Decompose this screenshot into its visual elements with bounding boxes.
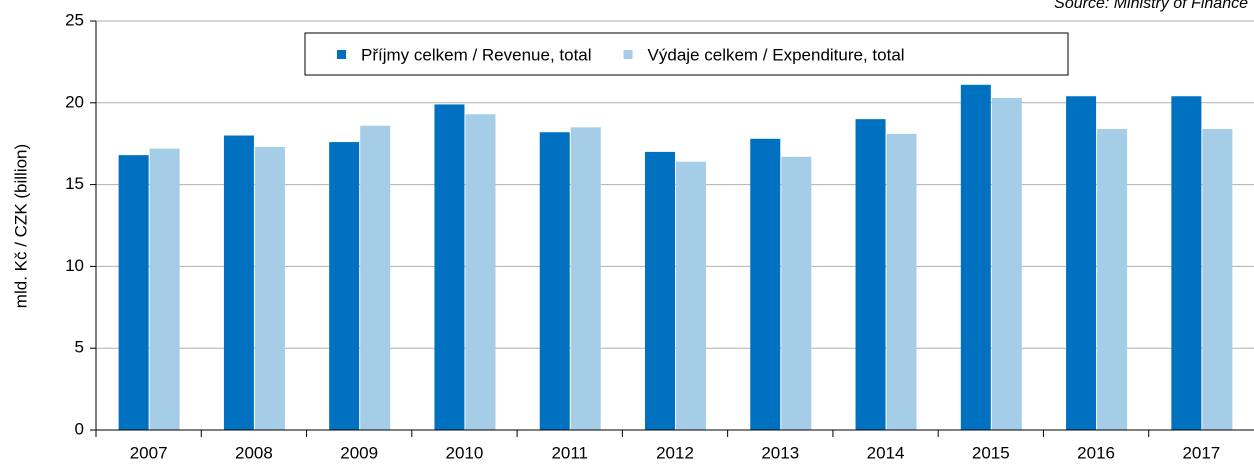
x-tick-label: 2011 [551,443,588,462]
legend-marker [623,50,633,59]
x-tick-label: 2017 [1182,443,1220,462]
x-tick-label: 2013 [761,443,799,462]
x-tick-label: 2008 [235,443,273,462]
legend-box [304,32,1069,76]
bar [465,114,496,430]
y-tick-label: 10 [65,256,84,275]
bar [1097,128,1128,430]
source: Source: Ministry of Finance [1054,0,1248,12]
bar [1202,128,1233,430]
bar [149,148,180,430]
bar [1171,96,1202,431]
bar [1066,96,1097,431]
bar [781,156,812,430]
x-tick-label: 2014 [867,443,905,462]
bar [855,119,886,430]
y-tick-label: 15 [65,174,84,193]
bar [645,151,675,430]
x-tick-label: 2015 [972,443,1010,462]
y-tick-label: 25 [65,10,84,29]
bar [118,155,149,431]
legend-label: Příjmy celkem / Revenue, total [361,45,592,64]
bar [960,84,991,430]
legend-marker [337,50,346,59]
y-axis-label: mld. Kč / CZK (billion) [11,144,30,308]
bar [254,146,285,431]
bar [570,127,601,430]
y-tick-label: 5 [75,338,84,357]
bar [539,132,570,431]
x-tick-label: 2010 [446,443,484,462]
x-tick-label: 2012 [656,443,694,462]
bar [886,133,917,430]
x-tick-label: 2016 [1077,443,1115,462]
bar [329,142,360,430]
bar [750,138,781,431]
bar [434,104,465,430]
bar [360,125,391,430]
legend-label: Výdaje celkem / Expenditure, total [648,45,905,64]
bar [676,161,706,431]
bar [991,97,1022,430]
bar [223,135,254,430]
x-tick-label: 2009 [340,443,378,462]
x-tick-label: 2007 [130,443,168,462]
y-tick-label: 0 [75,419,84,438]
y-tick-label: 20 [65,92,84,111]
